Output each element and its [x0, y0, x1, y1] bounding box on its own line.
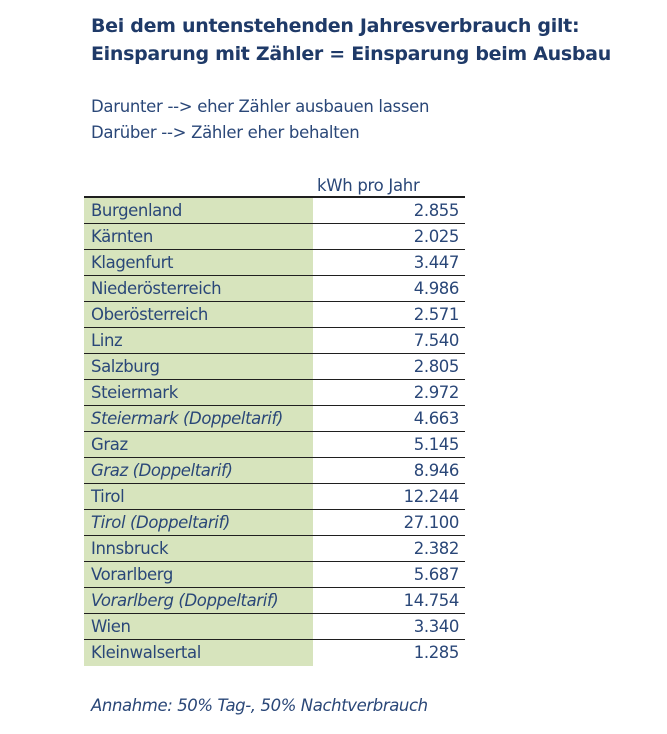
table-row: Graz (Doppeltarif) 8.946 [84, 458, 465, 484]
table-row: Vorarlberg (Doppeltarif) 14.754 [84, 588, 465, 614]
table-row: Kärnten 2.025 [84, 224, 465, 250]
region-name-cell: Vorarlberg [84, 562, 313, 588]
table-row: Tirol 12.244 [84, 484, 465, 510]
region-name-cell: Vorarlberg (Doppeltarif) [84, 588, 313, 614]
kwh-value-cell: 3.447 [313, 250, 465, 276]
region-name-cell: Klagenfurt [84, 250, 313, 276]
kwh-value-cell: 5.687 [313, 562, 465, 588]
region-name-cell: Linz [84, 328, 313, 354]
table-row: Graz 5.145 [84, 432, 465, 458]
table-row: Innsbruck 2.382 [84, 536, 465, 562]
kwh-value-cell: 14.754 [313, 588, 465, 614]
intro-line-1: Darunter --> eher Zähler ausbauen lassen [91, 97, 430, 116]
intro-text: Darunter --> eher Zähler ausbauen lassen… [91, 94, 429, 146]
region-name-cell: Kleinwalsertal [84, 640, 313, 666]
kwh-value-cell: 2.025 [313, 224, 465, 250]
kwh-value-cell: 2.382 [313, 536, 465, 562]
region-name-cell: Graz [84, 432, 313, 458]
title-line-1: Bei dem untenstehenden Jahresverbrauch g… [91, 15, 580, 37]
table-row: Salzburg 2.805 [84, 354, 465, 380]
consumption-table: Burgenland 2.855 Kärnten 2.025 Klagenfurt 3.4… [84, 198, 465, 666]
kwh-value-cell: 4.986 [313, 276, 465, 302]
region-name-cell: Wien [84, 614, 313, 640]
region-name-cell: Oberösterreich [84, 302, 313, 328]
table-row: Tirol (Doppeltarif) 27.100 [84, 510, 465, 536]
kwh-value-cell: 7.540 [313, 328, 465, 354]
kwh-value-cell: 27.100 [313, 510, 465, 536]
footnote: Annahme: 50% Tag-, 50% Nachtverbrauch [91, 696, 428, 715]
kwh-value-cell: 2.805 [313, 354, 465, 380]
kwh-value-cell: 12.244 [313, 484, 465, 510]
table-row: Klagenfurt 3.447 [84, 250, 465, 276]
kwh-value-cell: 2.855 [313, 198, 465, 224]
table-row: Wien 3.340 [84, 614, 465, 640]
table-row: Kleinwalsertal 1.285 [84, 640, 465, 666]
table-row: Burgenland 2.855 [84, 198, 465, 224]
region-name-cell: Tirol [84, 484, 313, 510]
kwh-value-cell: 1.285 [413, 643, 460, 662]
column-header-kwh: kWh pro Jahr [317, 176, 420, 195]
region-name-cell: Graz (Doppeltarif) [84, 458, 313, 484]
region-name-cell: Steiermark (Doppeltarif) [84, 406, 313, 432]
kwh-value-cell: 3.340 [313, 614, 465, 640]
page-title: Bei dem untenstehenden Jahresverbrauch g… [91, 12, 611, 68]
table-row: Oberösterreich 2.571 [84, 302, 465, 328]
region-name-cell: Burgenland [84, 198, 313, 224]
region-name-cell: Salzburg [84, 354, 313, 380]
region-name-cell: Innsbruck [84, 536, 313, 562]
region-name-cell: Steiermark [84, 380, 313, 406]
table-row: Niederösterreich 4.986 [84, 276, 465, 302]
region-name-cell: Niederösterreich [84, 276, 313, 302]
region-name-cell: Kärnten [84, 224, 313, 250]
table-row: Linz 7.540 [84, 328, 465, 354]
region-name-cell: Tirol (Doppeltarif) [84, 510, 313, 536]
title-line-2: Einsparung mit Zähler = Einsparung beim … [91, 43, 611, 65]
kwh-value-cell: 5.145 [313, 432, 465, 458]
table-row: Vorarlberg 5.687 [84, 562, 465, 588]
kwh-value-cell: 2.972 [313, 380, 465, 406]
header-divider [84, 196, 465, 198]
kwh-value-cell: 2.571 [313, 302, 465, 328]
table-row: Steiermark (Doppeltarif) 4.663 [84, 406, 465, 432]
table-row: Steiermark 2.972 [84, 380, 465, 406]
kwh-value-cell: 8.946 [313, 458, 465, 484]
intro-line-2: Darüber --> Zähler eher behalten [91, 123, 360, 142]
kwh-value-cell: 4.663 [313, 406, 465, 432]
